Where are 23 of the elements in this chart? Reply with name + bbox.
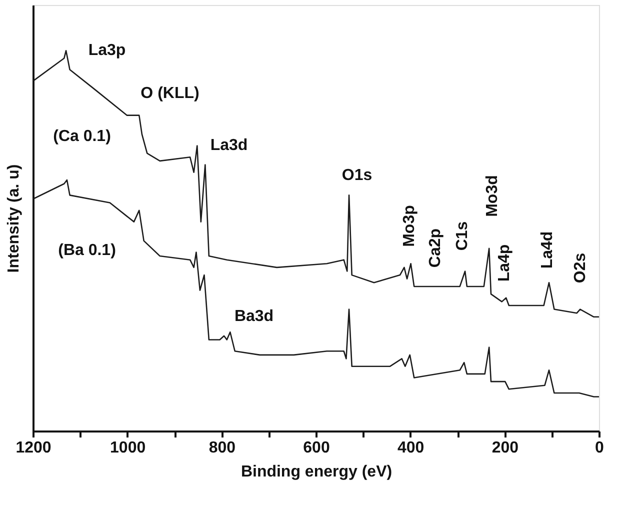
annotation: Mo3d	[484, 175, 501, 217]
annotation: O2s	[572, 252, 589, 284]
x-tick-label: 1200	[16, 440, 52, 456]
annotation: La4p	[496, 244, 513, 282]
x-tick-label: 800	[208, 440, 236, 456]
x-tick-label: 600	[303, 440, 330, 456]
x-tick-label: 200	[492, 440, 519, 456]
annotation: (Ca 0.1)	[53, 128, 111, 145]
annotation: (Ba 0.1)	[58, 242, 116, 259]
annotation: La3p	[88, 42, 126, 59]
x-axis-title: Binding energy (eV)	[240, 464, 392, 480]
x-tick-label: 400	[397, 440, 424, 456]
annotation: Ca2p	[427, 228, 444, 268]
annotation: La4d	[539, 231, 556, 269]
x-tick-label: 0	[595, 440, 604, 456]
annotation: Ba3d	[234, 308, 274, 325]
x-tick-label: 1000	[110, 440, 146, 456]
annotation: O1s	[342, 167, 372, 184]
annotation: La3d	[210, 137, 248, 154]
annotation: C1s	[454, 221, 471, 251]
y-axis-title: Intensity (a. u)	[6, 164, 22, 273]
annotation: Mo3p	[401, 204, 418, 247]
annotation: O (KLL)	[140, 85, 200, 102]
